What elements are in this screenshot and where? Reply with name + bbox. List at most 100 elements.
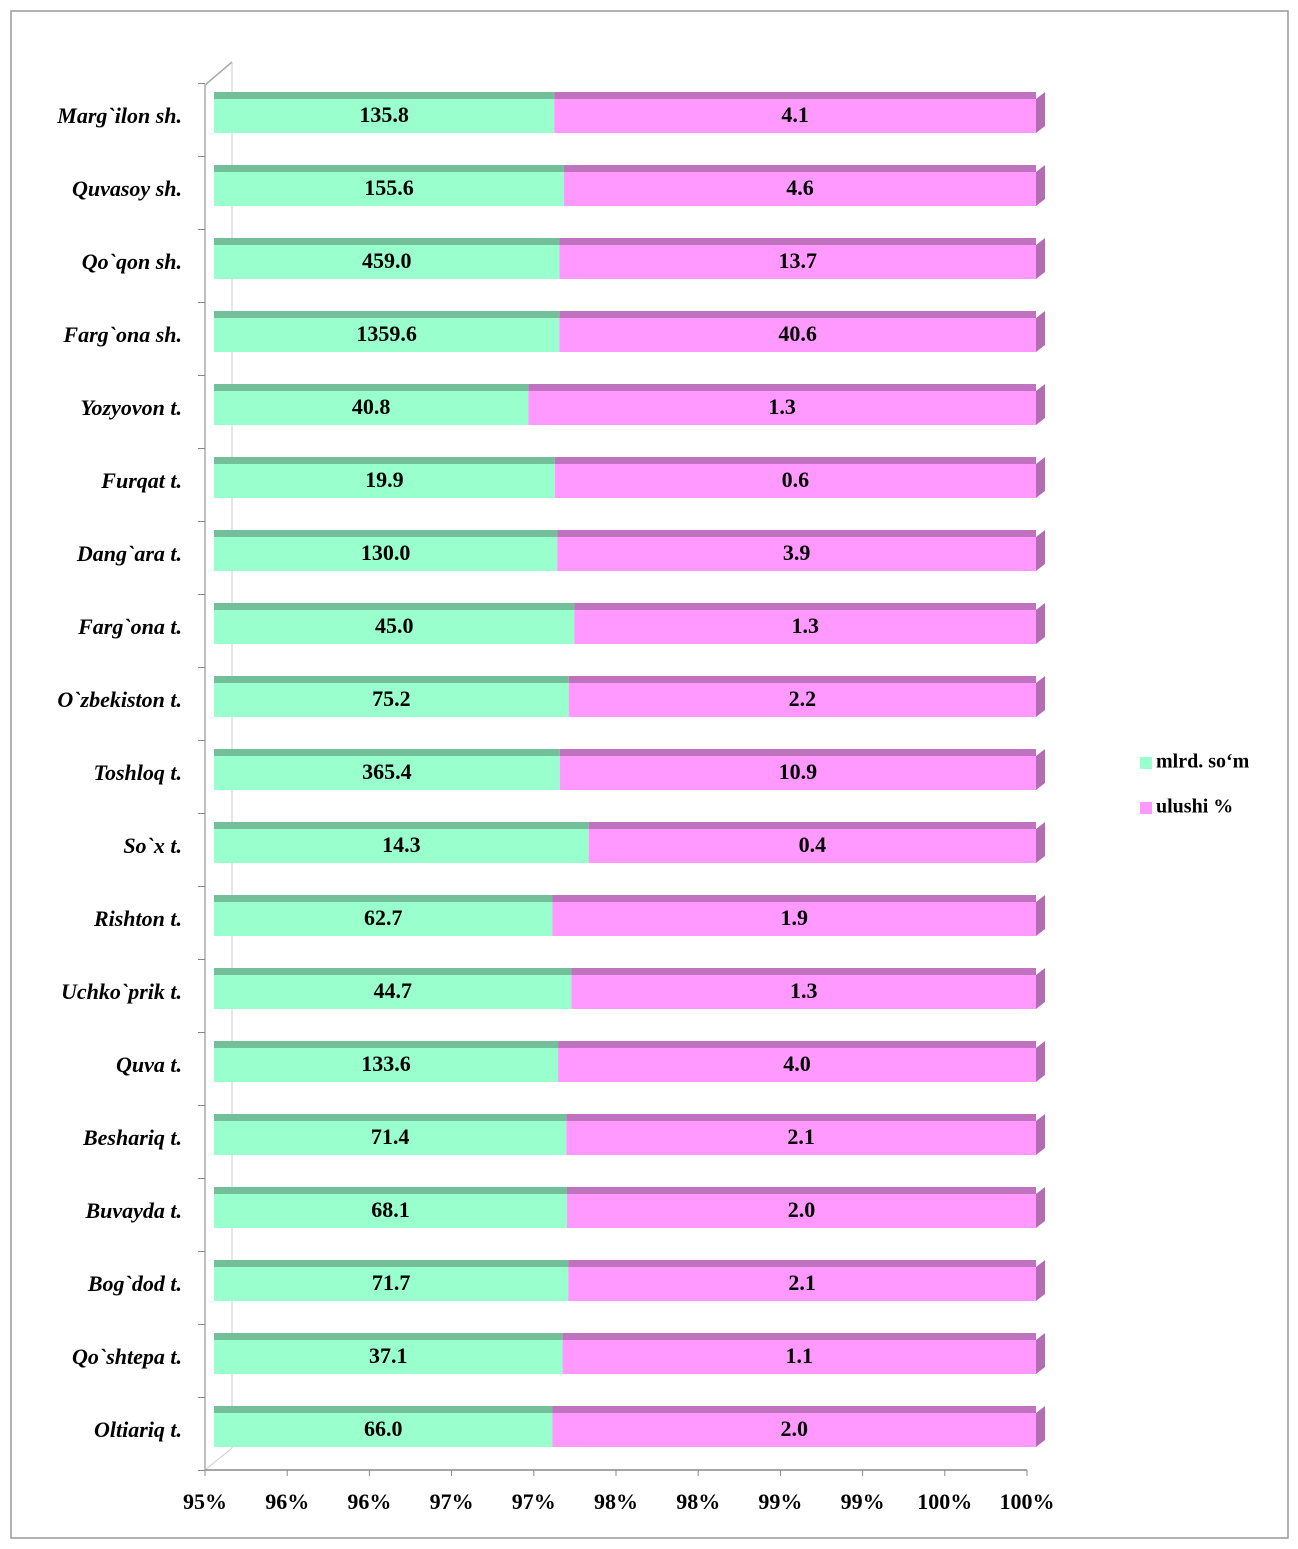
y-tick-label: Buvayda t. (84, 1198, 182, 1223)
bar-side (1036, 676, 1045, 717)
bar (568, 683, 1036, 717)
bar (554, 464, 1036, 498)
bar-top (214, 1114, 567, 1121)
axis-wall-floor (204, 1447, 233, 1471)
bar-top (559, 749, 1036, 756)
bar-top (552, 895, 1036, 902)
value-label: 44.7 (373, 978, 412, 1003)
value-label: 14.3 (382, 832, 421, 857)
bar (552, 1413, 1036, 1447)
value-label: 4.0 (783, 1051, 811, 1076)
y-tick-label: Toshloq t. (94, 760, 182, 785)
bar (214, 683, 569, 717)
x-tick-label: 99% (758, 1489, 802, 1514)
value-label: 365.4 (362, 759, 412, 784)
value-label: 10.9 (779, 759, 818, 784)
bar-side (1036, 1260, 1045, 1301)
y-tick-label: So`x t. (123, 833, 182, 858)
bar-top (214, 1333, 563, 1340)
bar (552, 902, 1036, 936)
bar-top (214, 384, 529, 391)
bar-top (214, 895, 553, 902)
bar-side (1036, 530, 1045, 571)
value-label: 71.7 (372, 1270, 411, 1295)
value-label: 1359.6 (356, 321, 417, 346)
bar (559, 318, 1036, 352)
value-label: 135.8 (359, 102, 409, 127)
bar-side (1036, 457, 1045, 498)
x-tick-label: 97% (430, 1489, 474, 1514)
y-tick-label: Quvasoy sh. (72, 176, 182, 201)
value-label: 68.1 (371, 1197, 410, 1222)
bar (214, 975, 572, 1009)
y-tick-label: Qo`qon sh. (82, 249, 182, 274)
bar (214, 464, 555, 498)
value-label: 62.7 (364, 905, 403, 930)
value-label: 1.1 (786, 1343, 814, 1368)
bar-top (214, 457, 555, 464)
y-tick-label: Farg`ona t. (77, 614, 182, 639)
bar (214, 829, 589, 863)
bar-top (588, 822, 1036, 829)
y-tick-label: Marg`ilon sh. (56, 103, 182, 128)
bar-side (1036, 384, 1045, 425)
y-tick-label: Bog`dod t. (87, 1271, 182, 1296)
value-label: 130.0 (361, 540, 411, 565)
bar (214, 756, 560, 790)
bar (214, 1413, 553, 1447)
bar-top (566, 1187, 1036, 1194)
y-tick-label: Quva t. (116, 1052, 182, 1077)
bar-side (1036, 895, 1045, 936)
bar-top (554, 457, 1036, 464)
bar (214, 1340, 563, 1374)
value-label: 71.4 (371, 1124, 410, 1149)
bar-side (1036, 1187, 1045, 1228)
bar (214, 1267, 569, 1301)
bar (557, 537, 1036, 571)
bar-top (214, 676, 569, 683)
bar-top (214, 822, 589, 829)
bar (559, 245, 1036, 279)
x-tick-label: 99% (841, 1489, 885, 1514)
value-label: 4.1 (781, 102, 809, 127)
value-label: 19.9 (365, 467, 404, 492)
bar (214, 245, 560, 279)
value-label: 155.6 (364, 175, 414, 200)
bar-top (214, 238, 560, 245)
bar-top (528, 384, 1036, 391)
legend-swatch (1140, 757, 1152, 769)
x-tick-label: 96% (347, 1489, 391, 1514)
bar-side (1036, 165, 1045, 206)
bar (214, 1121, 567, 1155)
bar-top (214, 530, 558, 537)
value-label: 66.0 (364, 1416, 403, 1441)
value-label: 2.2 (789, 686, 817, 711)
bar (214, 1048, 559, 1082)
bar-side (1036, 92, 1045, 133)
value-label: 1.3 (790, 978, 818, 1003)
value-label: 40.6 (778, 321, 817, 346)
value-label: 459.0 (362, 248, 412, 273)
bar (588, 829, 1036, 863)
bar-top (566, 1114, 1036, 1121)
value-label: 0.6 (782, 467, 810, 492)
bar-top (574, 603, 1036, 610)
value-label: 4.6 (786, 175, 814, 200)
bar-top (557, 530, 1036, 537)
bar-side (1036, 749, 1045, 790)
value-label: 2.1 (787, 1124, 815, 1149)
bar-top (563, 165, 1036, 172)
bar-side (1036, 238, 1045, 279)
bar (568, 1267, 1036, 1301)
bar-side (1036, 1041, 1045, 1082)
y-tick-label: Beshariq t. (82, 1125, 182, 1150)
bar (563, 172, 1036, 206)
bar-top (214, 603, 575, 610)
bar-top (214, 1041, 559, 1048)
bar (558, 1048, 1036, 1082)
y-tick-label: Uchko`prik t. (61, 979, 182, 1004)
bar (214, 1194, 567, 1228)
x-tick-label: 96% (265, 1489, 309, 1514)
bar-top (552, 1406, 1036, 1413)
bar (571, 975, 1036, 1009)
